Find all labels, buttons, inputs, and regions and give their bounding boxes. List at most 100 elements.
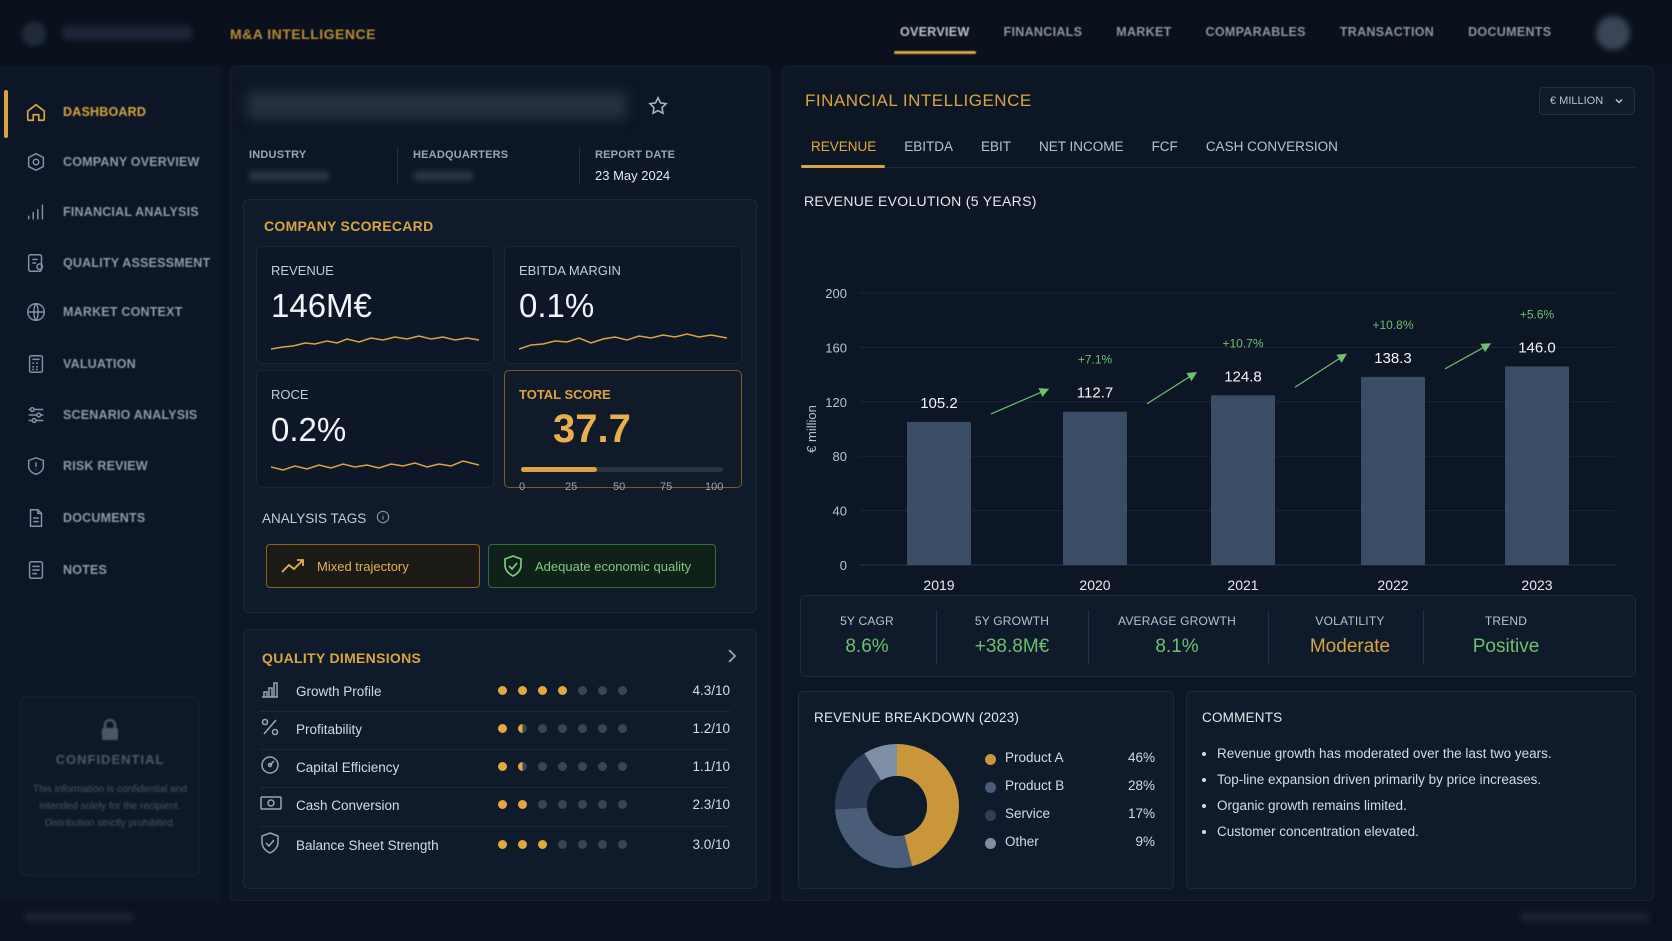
tab-fcf[interactable]: FCF bbox=[1151, 139, 1178, 154]
rating-dot bbox=[498, 724, 507, 733]
sidebar-item-label: SCENARIO ANALYSIS bbox=[63, 408, 198, 422]
donut-slice[interactable] bbox=[835, 744, 959, 868]
rating-dot bbox=[578, 762, 587, 771]
sidebar-item-notes[interactable]: NOTES bbox=[0, 548, 220, 592]
sidebar-item-financial-analysis[interactable]: FINANCIAL ANALYSIS bbox=[0, 190, 220, 234]
donut-slice[interactable] bbox=[835, 744, 959, 868]
analysis-tags-title: ANALYSIS TAGS bbox=[262, 511, 367, 526]
chevron-right-icon[interactable] bbox=[726, 648, 738, 669]
revenue-label: REVENUE bbox=[271, 263, 334, 278]
tab-revenue[interactable]: REVENUE bbox=[811, 139, 877, 154]
nav-documents[interactable]: DOCUMENTS bbox=[1468, 25, 1552, 39]
quality-row-cash-conversion[interactable]: Cash Conversion 2.3/10 bbox=[260, 786, 730, 824]
rating-dot bbox=[598, 762, 607, 771]
stat-label: 5Y CAGR bbox=[840, 614, 894, 628]
top-nav: OVERVIEW FINANCIALS MARKET COMPARABLES T… bbox=[894, 25, 1585, 54]
x-tick-label: 2021 bbox=[1227, 577, 1258, 593]
rating-dot bbox=[518, 762, 527, 771]
star-icon[interactable] bbox=[647, 95, 669, 122]
quality-row-growth[interactable]: Growth Profile 4.3/10 bbox=[260, 672, 730, 710]
logo-icon bbox=[22, 22, 46, 46]
score-progress-bar bbox=[521, 467, 723, 472]
y-tick-label: 160 bbox=[825, 340, 847, 355]
quality-rating-dots bbox=[498, 724, 638, 733]
growth-arrow bbox=[990, 388, 1050, 415]
sidebar-item-market-context[interactable]: MARKET CONTEXT bbox=[0, 290, 220, 334]
roce-value: 0.2% bbox=[271, 411, 347, 448]
revenue-stats: 5Y CAGR 8.6% 5Y GROWTH +38.8M€ AVERAGE G… bbox=[800, 595, 1636, 677]
quality-row-profitability[interactable]: Profitability 1.2/10 bbox=[260, 710, 730, 748]
legend-dot bbox=[985, 782, 996, 793]
stat-value: 8.6% bbox=[845, 636, 889, 657]
avatar[interactable] bbox=[1596, 16, 1630, 50]
active-tab-indicator bbox=[801, 165, 885, 168]
nav-financials[interactable]: FINANCIALS bbox=[1003, 25, 1083, 39]
shield-alert-icon bbox=[25, 455, 47, 477]
shield-check-icon bbox=[504, 555, 522, 577]
nav-overview[interactable]: OVERVIEW bbox=[894, 25, 976, 54]
sidebar-item-valuation[interactable]: VALUATION bbox=[0, 342, 220, 386]
sidebar-item-dashboard[interactable]: DASHBOARD bbox=[0, 90, 220, 138]
sidebar: DASHBOARD COMPANY OVERVIEW FINANCIAL ANA… bbox=[0, 66, 220, 901]
stat-value: Moderate bbox=[1309, 636, 1391, 657]
sidebar-item-quality-assessment[interactable]: QUALITY ASSESSMENT bbox=[0, 241, 220, 285]
revenue-kpi[interactable]: REVENUE 146M€ bbox=[256, 246, 494, 364]
sidebar-item-label: FINANCIAL ANALYSIS bbox=[63, 205, 199, 219]
sidebar-item-label: COMPANY OVERVIEW bbox=[63, 155, 200, 169]
quality-row-balance-sheet[interactable]: Balance Sheet Strength 3.0/10 bbox=[260, 826, 730, 864]
growth-label: +7.1% bbox=[1078, 353, 1113, 367]
bar-value-label: 105.2 bbox=[920, 395, 958, 412]
total-score-kpi[interactable]: TOTAL SCORE 37.7 0 25 50 75 100 bbox=[504, 370, 742, 493]
donut-slice[interactable] bbox=[835, 744, 959, 868]
comments-title: COMMENTS bbox=[1202, 710, 1283, 725]
quality-row-capital-efficiency[interactable]: Capital Efficiency 1.1/10 bbox=[260, 748, 730, 786]
sidebar-item-scenario-analysis[interactable]: SCENARIO ANALYSIS bbox=[0, 393, 220, 437]
divider bbox=[579, 147, 580, 185]
nav-comparables[interactable]: COMPARABLES bbox=[1205, 25, 1306, 39]
sidebar-item-documents[interactable]: DOCUMENTS bbox=[0, 496, 220, 540]
donut-hole bbox=[867, 776, 927, 836]
tab-ebitda[interactable]: EBITDA bbox=[904, 139, 954, 154]
tab-cash-conversion[interactable]: CASH CONVERSION bbox=[1205, 139, 1338, 154]
rating-dot bbox=[538, 724, 547, 733]
unit-select[interactable]: € MILLION bbox=[1539, 87, 1635, 115]
quality-label: Capital Efficiency bbox=[296, 759, 400, 775]
bar-chart-icon bbox=[25, 201, 47, 223]
tag-label: Adequate economic quality bbox=[535, 558, 692, 574]
industry-value bbox=[249, 171, 329, 181]
sidebar-item-risk-review[interactable]: RISK REVIEW bbox=[0, 444, 220, 488]
rating-dot bbox=[498, 762, 507, 771]
comment-item: Top-line expansion driven primarily by p… bbox=[1217, 772, 1627, 787]
divider bbox=[260, 787, 730, 788]
score-tick: 0 bbox=[519, 481, 526, 493]
ebitda-kpi[interactable]: EBITDA MARGIN 0.1% bbox=[504, 246, 742, 364]
tag-mixed-trajectory[interactable]: Mixed trajectory bbox=[266, 544, 480, 588]
legend-dot bbox=[985, 754, 996, 765]
scorecard-title: COMPANY SCORECARD bbox=[264, 218, 434, 234]
rating-dot bbox=[598, 724, 607, 733]
legend-dot bbox=[985, 838, 996, 849]
divider bbox=[1088, 610, 1089, 664]
divider bbox=[260, 826, 730, 827]
tab-net-income[interactable]: NET INCOME bbox=[1039, 139, 1124, 154]
rating-dot bbox=[538, 800, 547, 809]
tab-ebit[interactable]: EBIT bbox=[981, 139, 1012, 154]
headquarters-meta: HEADQUARTERS bbox=[413, 149, 508, 181]
info-icon[interactable] bbox=[376, 510, 390, 527]
x-tick-label: 2023 bbox=[1521, 577, 1552, 593]
rating-dot bbox=[518, 800, 527, 809]
nav-market[interactable]: MARKET bbox=[1116, 25, 1172, 39]
gauge-icon bbox=[260, 755, 282, 780]
unit-select-value: € MILLION bbox=[1550, 95, 1604, 107]
sidebar-item-company-overview[interactable]: COMPANY OVERVIEW bbox=[0, 140, 220, 184]
roce-label: ROCE bbox=[271, 387, 309, 402]
rating-dot bbox=[558, 762, 567, 771]
quality-dimensions: QUALITY DIMENSIONS Growth Profile 4.3/10… bbox=[243, 629, 757, 889]
quality-score: 4.3/10 bbox=[692, 683, 730, 698]
nav-transaction[interactable]: TRANSACTION bbox=[1339, 25, 1435, 39]
roce-kpi[interactable]: ROCE 0.2% bbox=[256, 370, 494, 488]
tag-adequate-economic-quality[interactable]: Adequate economic quality bbox=[488, 544, 716, 588]
bar-value-label: 146.0 bbox=[1518, 339, 1556, 356]
stat-average-growth: AVERAGE GROWTH 8.1% bbox=[1097, 614, 1257, 658]
quality-score: 2.3/10 bbox=[692, 797, 730, 812]
